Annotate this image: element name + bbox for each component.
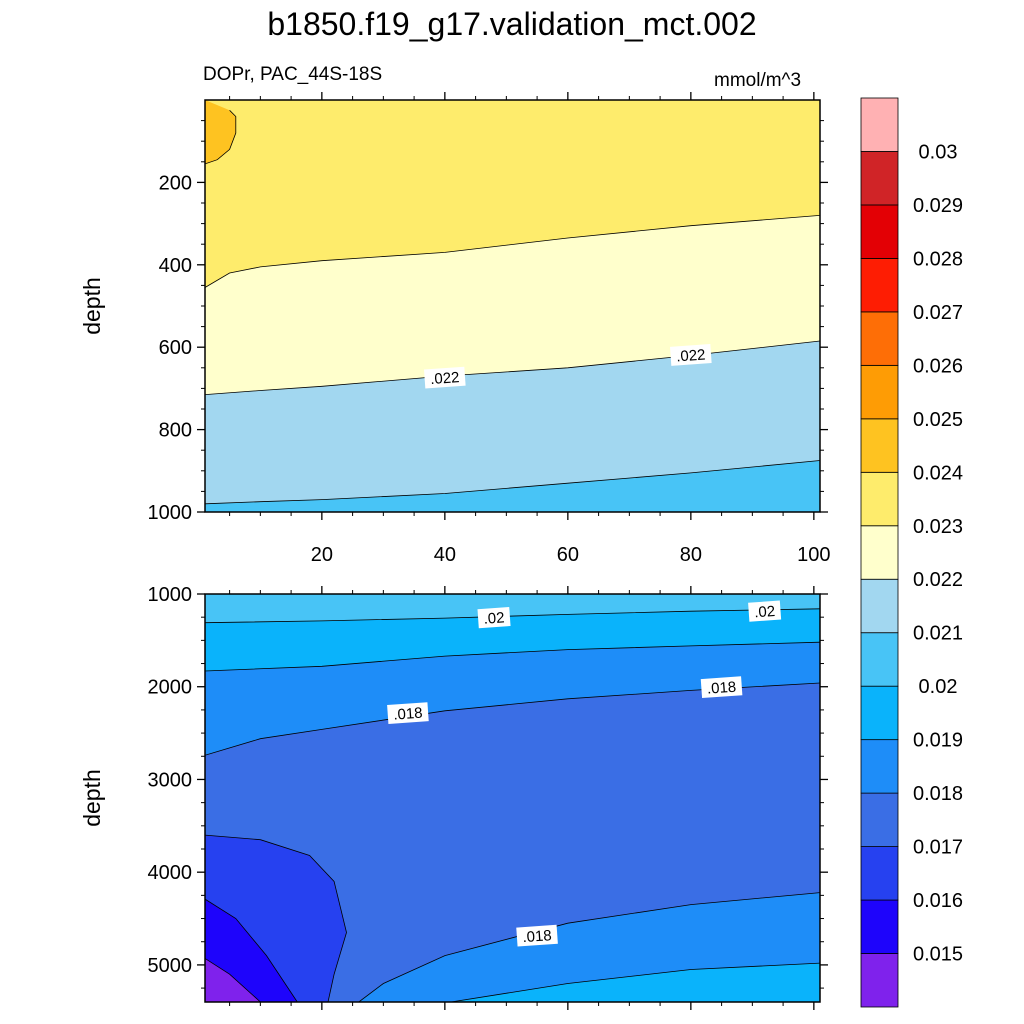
contour-line-0.019-7 <box>450 962 820 1002</box>
contour-line-0.018-4 <box>358 892 820 1002</box>
bottom-contour-label-2: .018 <box>393 705 423 724</box>
contour-line-0.019-2 <box>205 682 820 756</box>
colorbar-swatch-13 <box>860 258 899 313</box>
colorbar-label-4: 0.019 <box>913 730 963 752</box>
colorbar-swatch-9 <box>860 471 899 527</box>
bottom-contour-label-4: .018 <box>522 927 552 946</box>
colorbar-label-2: 0.017 <box>913 837 963 859</box>
region-0.019-0.020-lower <box>451 963 820 1002</box>
colorbar-label-9: 0.024 <box>913 462 963 484</box>
bottom-contour-label-box-1 <box>748 600 782 622</box>
colorbar-label-0: 0.015 <box>913 944 963 966</box>
contour-line-0.017-5 <box>205 898 298 1002</box>
colorbar-swatch-3 <box>860 792 899 847</box>
colorbar-label-12: 0.027 <box>913 302 963 324</box>
colorbar-label-7: 0.022 <box>913 569 963 591</box>
colorbar-swatch-8 <box>860 525 899 580</box>
colorbar-swatch-12 <box>860 311 899 366</box>
bottom-contour-label-0: .02 <box>483 609 505 627</box>
top-ylabel: depth <box>79 277 105 335</box>
top-ytick-label-1: 400 <box>159 255 192 277</box>
top-panel-fills <box>205 100 820 512</box>
bottom-ytick-label-1: 2000 <box>148 677 193 699</box>
top-ytick-label-0: 200 <box>159 172 192 194</box>
colorbar-swatch-5 <box>860 685 899 741</box>
colorbar-swatch-0 <box>860 953 899 1008</box>
bottom-ylabel: depth <box>79 769 105 827</box>
bottom-ytick-label-0: 1000 <box>148 584 193 606</box>
bottom-contour-label-box-4 <box>516 924 558 947</box>
contour-line-0.023 <box>205 215 820 288</box>
colorbar-label-3: 0.018 <box>913 783 963 805</box>
bottom-contour-label-3: .018 <box>706 679 736 698</box>
top-contour-label-box-1 <box>670 344 712 366</box>
colorbar-swatch-16 <box>860 97 899 152</box>
bottom-ytick-label-4: 5000 <box>148 955 193 977</box>
contour-line-0.024 <box>205 110 237 165</box>
colorbar-label-11: 0.026 <box>913 355 963 377</box>
colorbar-swatch-1 <box>860 899 899 954</box>
contour-line-0.016-6 <box>205 958 261 1002</box>
colorbar-swatch-7 <box>860 578 899 634</box>
top-contour-label-0: .022 <box>430 369 460 388</box>
units-label: mmol/m^3 <box>714 70 802 91</box>
colorbar-label-13: 0.028 <box>913 248 963 270</box>
colorbar-swatch-6 <box>860 632 899 687</box>
bottom-contour-label-1: .02 <box>754 603 776 621</box>
bottom-ytick-label-3: 4000 <box>148 862 193 884</box>
region-0.023-0.024 <box>205 100 820 288</box>
colorbar-label-5: 0.02 <box>919 676 958 698</box>
bottom-contour-label-box-3 <box>700 676 743 699</box>
region-below-0.015 <box>205 958 261 1002</box>
region-above-0.024 <box>205 100 236 164</box>
contour-line-0.018-3 <box>205 834 347 1002</box>
top-contour-label-box-0 <box>424 366 466 389</box>
bottom-contour-label-box-0 <box>477 607 511 629</box>
region-0.020-0.021 <box>205 594 820 623</box>
plot-title: b1850.f19_g17.validation_mct.002 <box>267 6 757 42</box>
colorbar-swatch-10 <box>860 418 899 473</box>
colorbar-swatch-15 <box>860 151 899 206</box>
contour-line-0.021 <box>205 460 820 505</box>
colorbar-label-14: 0.029 <box>913 195 963 217</box>
top-xtick-label-0: 20 <box>311 544 333 566</box>
top-xtick-label-2: 60 <box>557 544 579 566</box>
top-xtick-label-1: 40 <box>434 544 456 566</box>
colorbar-swatch-11 <box>860 364 899 420</box>
variable-region-label: DOPr, PAC_44S-18S <box>203 64 383 85</box>
bottom-contour-label-box-2 <box>387 702 429 725</box>
contour-line-0.02-1 <box>205 641 820 672</box>
colorbar-swatch-14 <box>860 204 899 259</box>
colorbar-label-8: 0.023 <box>913 516 963 538</box>
colorbar-swatch-4 <box>860 739 899 794</box>
top-xtick-label-4: 100 <box>797 544 830 566</box>
top-xtick-label-3: 80 <box>680 544 702 566</box>
bottom-ytick-label-2: 3000 <box>148 769 193 791</box>
colorbar-label-10: 0.025 <box>913 409 963 431</box>
top-contour-label-1: .022 <box>676 346 706 365</box>
colorbar-label-15: 0.03 <box>919 141 958 163</box>
colorbar-label-6: 0.021 <box>913 623 963 645</box>
bottom-plot-frame <box>204 593 821 1003</box>
bottom-panel-fills <box>205 594 820 1002</box>
top-ytick-label-3: 800 <box>159 420 192 442</box>
top-ytick-label-4: 1000 <box>148 502 193 524</box>
top-ytick-label-2: 600 <box>159 337 192 359</box>
colorbar-label-1: 0.016 <box>913 890 963 912</box>
colorbar-swatch-2 <box>860 846 899 901</box>
